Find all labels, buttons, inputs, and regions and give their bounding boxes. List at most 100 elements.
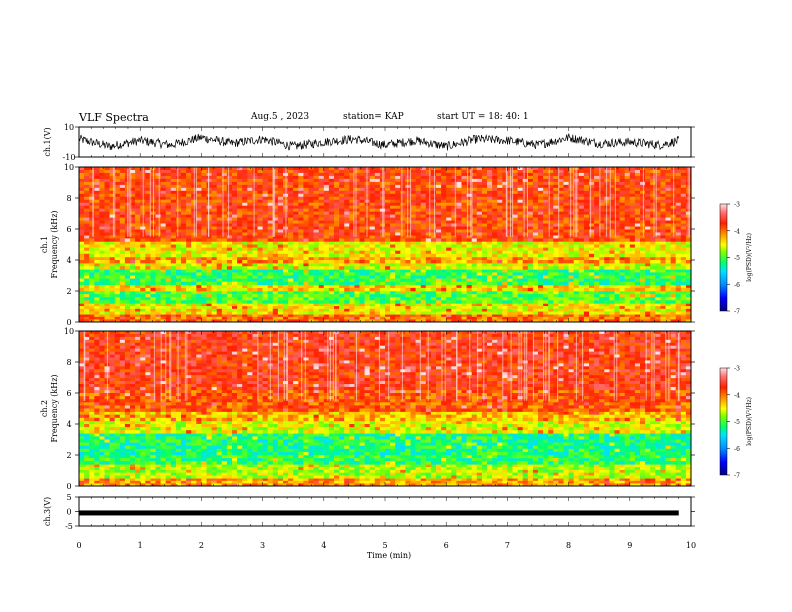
ch1-spectrogram-cell	[660, 291, 666, 295]
ch1-spectrogram-cell	[186, 287, 192, 292]
ch1-spectrogram-cell	[298, 263, 304, 267]
ch1-spectrogram-cell	[267, 291, 274, 295]
ch1-spectrogram-cell	[267, 266, 274, 270]
ch1-spectrogram-cell	[308, 256, 314, 261]
ch1-spectrogram-cell	[456, 303, 462, 307]
ch1-spectrogram-cell	[364, 291, 370, 295]
ch1-spectrogram-cell	[522, 291, 529, 295]
ch1-spectrogram-cell	[634, 172, 641, 177]
ch1-spectrogram-cell	[262, 202, 268, 206]
ch1-spectrogram-cell	[685, 306, 692, 310]
ch1-spectrogram-cell	[293, 319, 299, 323]
ch1-spectrogram-cell	[318, 175, 325, 180]
ch1-spectrogram-cell	[538, 190, 544, 195]
ch1-spectrogram-cell	[594, 187, 600, 192]
ch1-spectrogram-cell	[89, 169, 95, 174]
ch1-spectrogram-cell	[425, 256, 432, 261]
ch1-spectrogram-cell	[191, 250, 197, 255]
ch1-spectrogram-cell	[334, 311, 340, 315]
ch1-spectrogram-cell	[614, 250, 620, 255]
ch1-spectrogram-cell	[293, 272, 299, 276]
ch1-spectrogram-cell	[492, 244, 498, 248]
ch1-spectrogram-cell	[675, 250, 682, 255]
ch1-spectrogram-cell	[527, 205, 534, 209]
ch1-spectrogram-cell	[634, 297, 641, 301]
ch1-spectrogram-cell	[221, 178, 228, 183]
ch1-spectrogram-cell	[655, 169, 661, 174]
ch1-spectrogram-cell	[354, 291, 360, 295]
ch1-spectrogram-cell	[135, 269, 141, 273]
ch1-spectrogram-cell	[415, 263, 421, 267]
ch1-spectrogram-cell	[487, 319, 493, 323]
ch1-spectrogram-cell	[497, 187, 503, 192]
ch1-spectrogram-cell	[216, 316, 223, 320]
ch1-spectrogram-cell	[226, 175, 233, 180]
ch1-spectrogram-cell	[283, 306, 289, 310]
ch1-spectrogram-cell	[425, 250, 432, 255]
ch1-spectrogram-cell	[466, 241, 472, 245]
ch1-spectrogram-cell	[446, 193, 452, 198]
ch1-spectrogram-cell	[497, 244, 503, 248]
ch1-spectrogram-cell	[650, 256, 656, 261]
ch1-spectrogram-cell	[196, 269, 202, 273]
ch1-spectrogram-cell	[288, 172, 294, 177]
ch1-spectrogram-cell	[451, 202, 457, 206]
ch1-spectrogram-cell	[232, 175, 238, 180]
ch1-spectrogram-cell	[114, 167, 121, 171]
ch1-spectrogram-cell	[160, 167, 166, 171]
ch1-spectrogram-cell	[283, 319, 289, 323]
ch1-spectrogram-cell	[446, 300, 452, 304]
ch1-spectrogram-cell	[604, 314, 610, 318]
ch1-spectrogram-cell	[558, 319, 564, 323]
ch1-spectrogram-cell	[232, 247, 238, 251]
ch1-spectrogram-cell	[665, 175, 671, 180]
ch1-spectrogram-cell	[344, 287, 350, 292]
ch1-spectrogram-cell	[471, 202, 478, 206]
ch1-spectrogram-cell	[619, 253, 625, 258]
ch1-spectrogram-cell	[84, 205, 90, 209]
ch1-spectrogram-cell	[104, 278, 110, 282]
ch1-spectrogram-cell	[543, 314, 549, 318]
ch1-spectrogram-cell	[298, 169, 304, 174]
ch1-spectrogram-cell	[619, 184, 625, 189]
ch1-spectrogram-cell	[425, 241, 432, 245]
ch1-spectrogram-cell	[466, 308, 472, 312]
ch1-spectrogram-cell	[415, 284, 421, 289]
ch1-spectrogram-cell	[165, 275, 172, 279]
ch1-spectrogram-cell	[553, 199, 559, 204]
ch1-spectrogram-cell	[354, 247, 360, 251]
ch1-spectrogram-cell	[191, 311, 197, 315]
ch1-spectrogram-cell	[155, 187, 161, 192]
ch1-spectrogram-cell	[130, 275, 136, 279]
ch1-spectrogram-cell	[578, 199, 585, 204]
ch1-spectrogram-cell	[650, 269, 656, 273]
ch1-spectrogram-cell	[211, 169, 217, 174]
ch1-spectrogram-cell	[522, 306, 529, 310]
ch1-spectrogram-cell	[395, 316, 401, 320]
ch1-spectrogram-cell	[680, 247, 687, 251]
ch1-spectrogram-cell	[481, 256, 488, 261]
ch1-spectrogram-cell	[385, 256, 391, 261]
ch1-spectrogram-cell	[313, 319, 319, 323]
ch1-spectrogram-cell	[339, 169, 345, 174]
ch1-spectrogram-cell	[165, 172, 172, 177]
ch1-spectrogram-cell	[140, 303, 146, 307]
ch1-spectrogram-cell	[288, 167, 294, 171]
ch1-spectrogram-cell	[303, 184, 309, 189]
ch1-spectrogram-cell	[232, 256, 238, 261]
ch1-spectrogram-cell	[119, 316, 126, 320]
ch1-spectrogram-cell	[538, 196, 544, 201]
ch1-spectrogram-cell	[328, 266, 335, 270]
ch1-spectrogram-cell	[165, 184, 172, 189]
ch1-spectrogram-cell	[436, 314, 442, 318]
ch1-spectrogram-cell	[99, 291, 105, 295]
ch1-spectrogram-cell	[543, 308, 549, 312]
ch1-spectrogram-cell	[471, 244, 478, 248]
ch1-spectrogram-cell	[614, 202, 620, 206]
ch1-spectrogram-cell	[553, 306, 559, 310]
ch1-spectrogram-cell	[624, 241, 631, 245]
ch1-spectrogram-cell	[573, 316, 580, 320]
ch1-spectrogram-cell	[568, 278, 574, 282]
ch1-spectrogram-cell	[267, 178, 274, 183]
ch1-spectrogram-cell	[349, 172, 355, 177]
